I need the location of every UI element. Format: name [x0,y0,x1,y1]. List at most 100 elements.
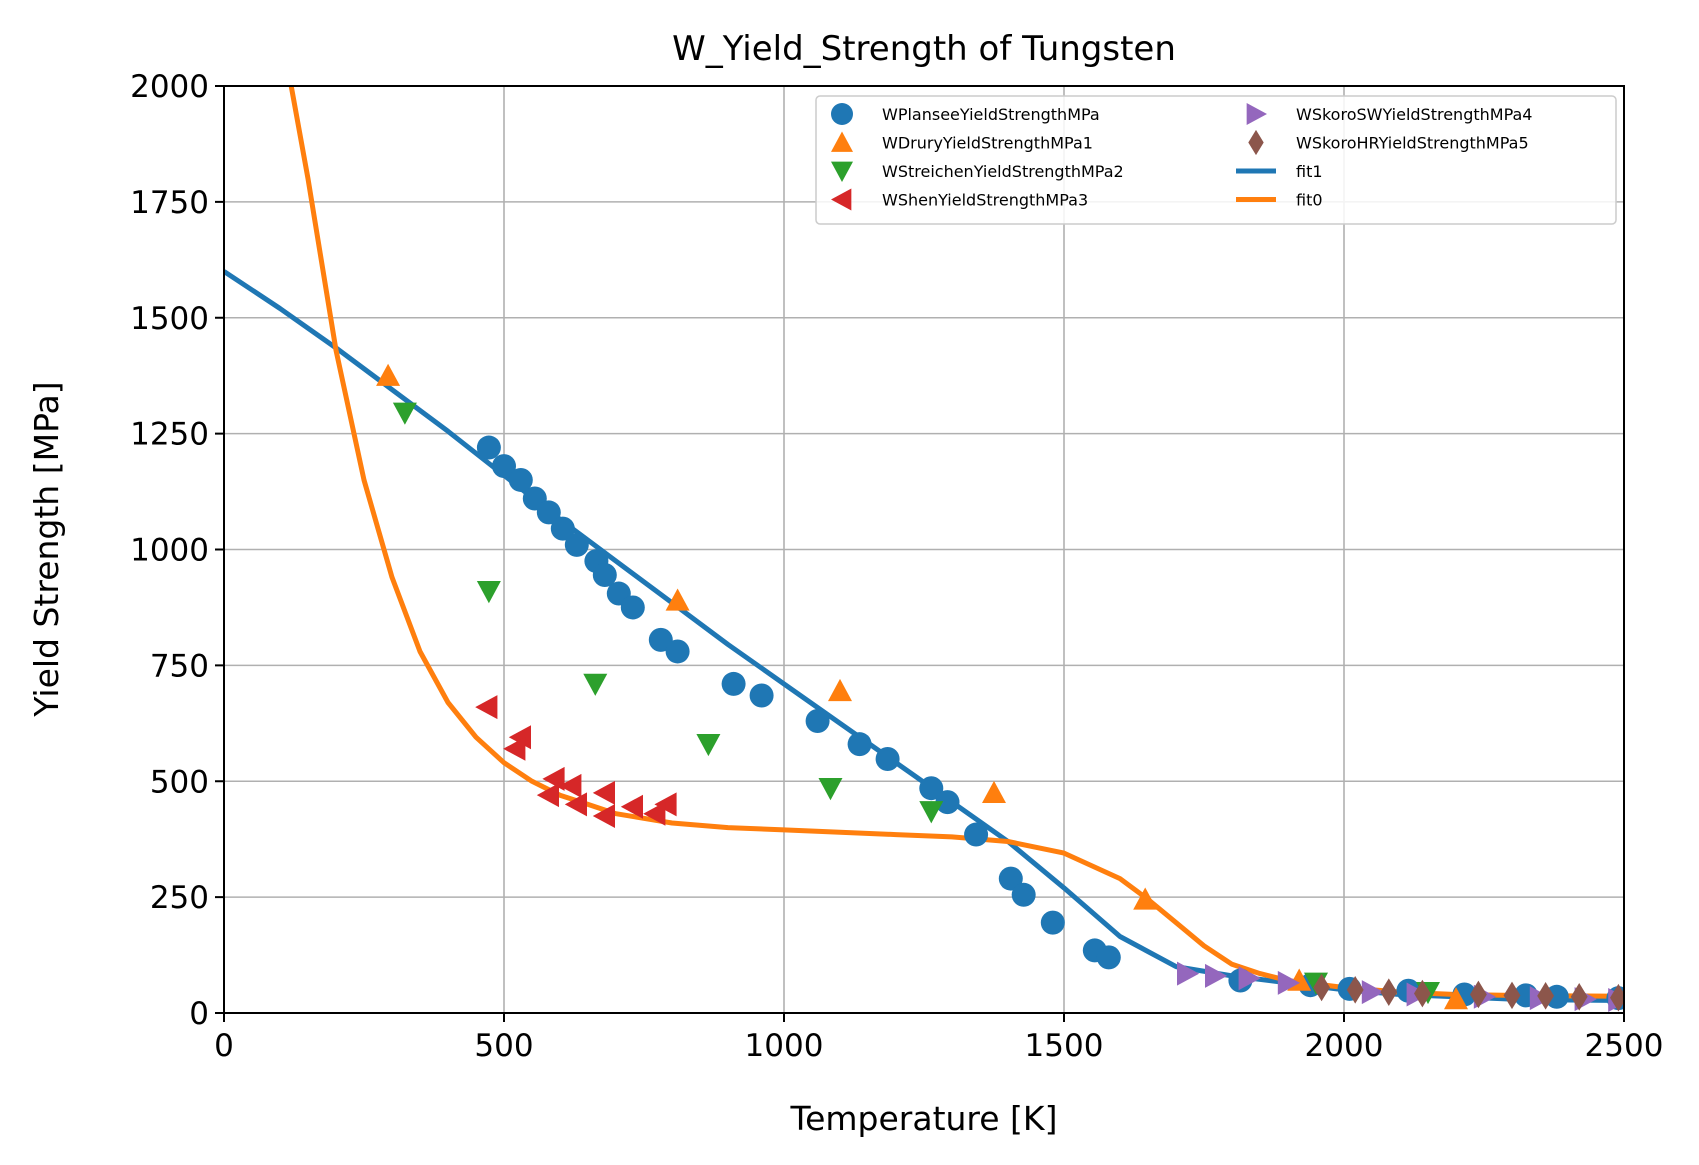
y-tick-label: 0 [189,996,209,1032]
data-point [1570,982,1588,1011]
x-axis-label: Temperature [K] [790,1099,1058,1138]
data-point [654,792,677,817]
legend-label: WPlanseeYieldStrengthMPa [882,105,1100,124]
x-tick-label: 500 [474,1028,533,1064]
data-point [1177,961,1200,986]
data-point [696,733,721,757]
y-tick-label: 1500 [130,301,209,337]
x-tick-label: 2000 [1305,1028,1384,1064]
data-point [805,708,830,733]
legend-marker [831,131,853,152]
data-point [592,780,615,805]
data-point [1040,910,1065,935]
series-WSkoroHRYieldStrengthMPa5 [1313,973,1624,1012]
data-point [536,500,561,525]
data-point [818,778,843,801]
legend-marker [831,103,853,125]
data-point [919,801,944,824]
data-point [1610,983,1624,1012]
x-tick-label: 2500 [1585,1028,1664,1064]
data-point [583,673,608,696]
data-point [1380,978,1398,1006]
data-point [542,766,565,791]
data-point [648,627,673,652]
data-point [919,776,944,801]
legend-label: fit1 [1296,162,1323,181]
y-tick-label: 250 [150,880,209,916]
data-point [376,363,401,386]
legend-label: WSkoroSWYieldStrengthMPa4 [1296,105,1532,124]
data-point [1346,976,1364,1004]
data-point [392,402,417,425]
data-point [847,732,872,757]
data-point [503,736,526,761]
legend-label: fit0 [1296,191,1323,210]
y-tick-label: 2000 [130,69,209,105]
legend-label: WShenYieldStrengthMPa3 [882,191,1088,210]
series-WDruryYieldStrengthMPa1 [376,363,1468,1010]
data-point [508,725,531,750]
data-point [475,695,498,720]
data-point [536,783,559,808]
series-WPlanseeYieldStrengthMPa [476,435,1624,1011]
data-point [1011,882,1036,907]
data-point [935,790,960,815]
data-point [550,516,575,541]
legend-label: WStreichenYieldStrengthMPa2 [882,162,1124,181]
data-point [1503,981,1521,1010]
data-point [620,794,643,819]
legend-marker [831,188,852,211]
y-tick-label: 750 [150,648,209,684]
data-point [665,639,690,664]
data-point [476,581,501,604]
data-point [964,822,989,847]
data-point [665,588,690,611]
data-point [1537,982,1554,1010]
data-point [749,683,774,708]
data-point [1470,980,1487,1009]
data-point [998,866,1023,891]
data-point [875,747,900,772]
legend-box [815,95,1617,225]
legend-marker [831,161,853,182]
data-point [1205,963,1228,988]
data-point [620,595,645,620]
x-tick-label: 1500 [1025,1028,1104,1064]
y-axis-label: Yield Strength [MPa] [27,381,66,717]
x-tick-label: 1000 [745,1028,824,1064]
data-point [1238,966,1261,991]
data-point [476,435,501,460]
data-point [1096,945,1121,970]
y-tick-label: 1750 [130,185,209,221]
data-point [492,454,516,479]
data-point [1444,987,1468,1010]
legend-marker [1246,103,1267,125]
y-tick-label: 500 [150,764,209,800]
data-point [564,792,587,817]
data-point [564,532,589,557]
data-point [982,780,1006,804]
y-tick-label: 1250 [130,417,209,453]
x-tick-label: 0 [214,1028,234,1064]
data-point [721,671,746,696]
series-WShenYieldStrengthMPa3 [475,695,677,829]
data-point [1313,973,1330,1002]
legend: WPlanseeYieldStrengthMPa WDruryYieldStren… [815,95,1617,225]
data-markers [376,363,1624,1013]
data-point [508,467,533,492]
data-point [643,801,666,826]
data-point [828,678,852,702]
legend-label: WSkoroHRYieldStrengthMPa5 [1296,134,1529,153]
data-point [559,773,582,798]
data-point [1361,980,1384,1005]
legend-label: WDruryYieldStrengthMPa1 [882,134,1093,153]
data-point [592,562,617,587]
data-point [1133,887,1158,910]
axis-ticks: 0 500 1000 1500 2000 2500 0 250 500 750 1000 1250 15… [130,69,1663,1064]
data-point [1414,979,1431,1008]
legend-marker [1248,129,1264,156]
chart-title: W_Yield_Strength of Tungsten [672,29,1176,69]
y-tick-label: 1000 [130,533,209,569]
data-point [592,804,615,829]
